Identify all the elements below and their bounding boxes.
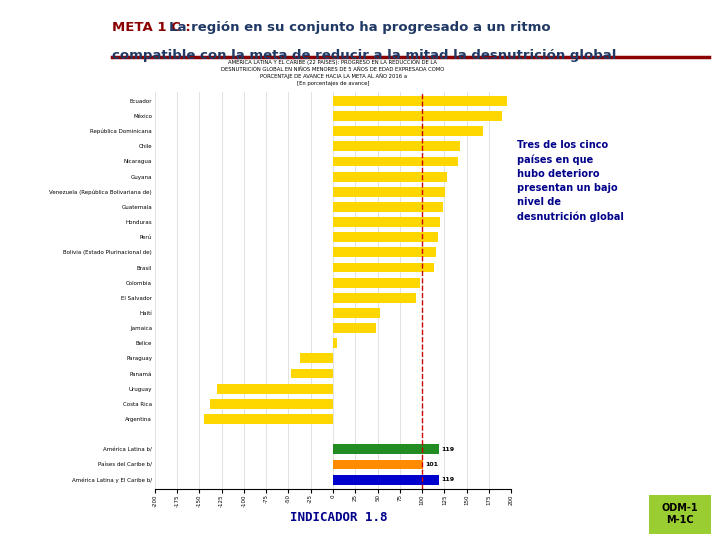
Bar — [333, 187, 445, 197]
Text: ODM-1
M-1C: ODM-1 M-1C — [662, 503, 698, 525]
Bar — [333, 217, 440, 227]
Text: META 1 C :: META 1 C : — [112, 21, 195, 33]
Bar — [210, 399, 333, 409]
Bar — [333, 157, 458, 166]
Bar — [204, 414, 333, 424]
Text: Tres de los cinco
países en que
hubo deterioro
presentan un bajo
nivel de
desnut: Tres de los cinco países en que hubo det… — [517, 140, 624, 222]
Text: INDICADOR 1.8: INDICADOR 1.8 — [289, 511, 387, 524]
Bar — [333, 278, 420, 288]
Bar — [333, 172, 447, 181]
Text: 101: 101 — [426, 462, 438, 467]
Bar — [300, 354, 333, 363]
Bar — [217, 384, 333, 394]
Bar — [333, 202, 443, 212]
Bar — [333, 475, 439, 484]
Title: AMÉRICA LATINA Y EL CARIBE (22 PAÍSES): PROGRESO EN LA REDUCCIÓN DE LA
DESNUTRIC: AMÉRICA LATINA Y EL CARIBE (22 PAÍSES): … — [221, 59, 445, 86]
Bar — [333, 126, 482, 136]
Bar — [333, 444, 439, 454]
Bar — [333, 293, 416, 303]
Bar — [333, 232, 438, 242]
Bar — [333, 96, 507, 106]
Text: 119: 119 — [441, 447, 455, 452]
Text: La región en su conjunto ha progresado a un ritmo: La región en su conjunto ha progresado a… — [169, 21, 551, 33]
Bar — [333, 247, 436, 257]
Bar — [333, 339, 336, 348]
Bar — [333, 460, 423, 469]
Text: 119: 119 — [441, 477, 455, 482]
Bar — [291, 369, 333, 379]
Text: compatible con la meta de reducir a la mitad la desnutrición global: compatible con la meta de reducir a la m… — [112, 49, 616, 62]
Bar — [333, 323, 376, 333]
Bar — [333, 111, 503, 121]
Bar — [333, 141, 460, 151]
Bar — [333, 308, 380, 318]
Bar — [333, 262, 433, 273]
